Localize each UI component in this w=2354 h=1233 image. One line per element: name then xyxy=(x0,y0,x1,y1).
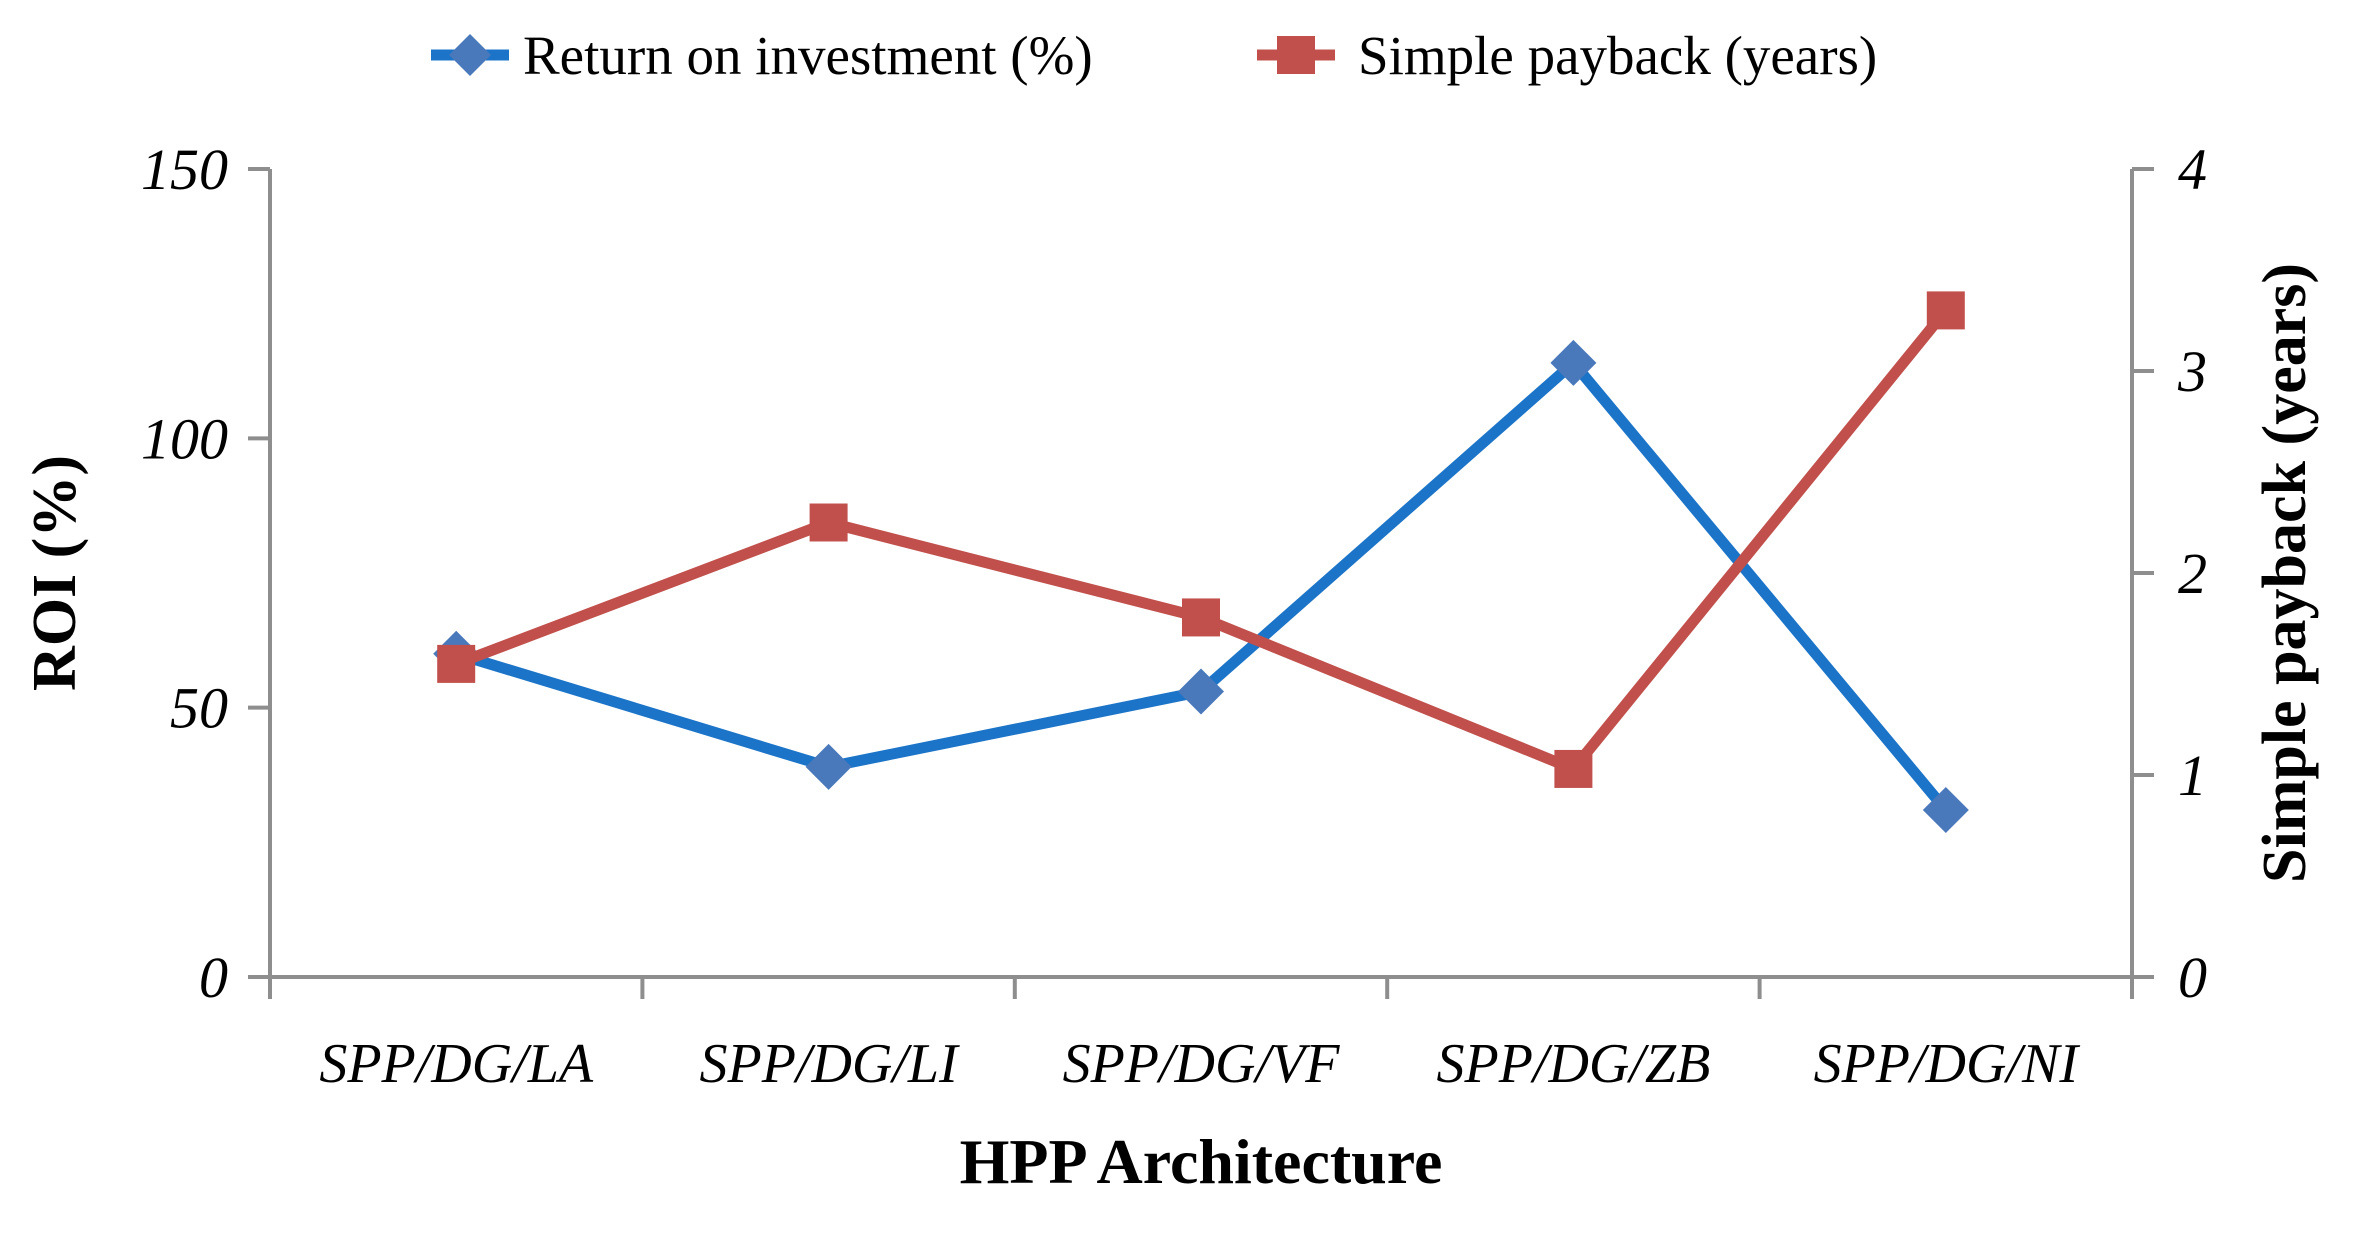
data-point-marker xyxy=(805,743,852,790)
x-axis-title: HPP Architecture xyxy=(960,1126,1443,1197)
right-axis-tick-label: 2 xyxy=(2178,541,2207,606)
x-axis-category-label: SPP/DG/VF xyxy=(1063,1033,1341,1095)
series-payback-line xyxy=(437,291,1965,788)
legend-payback-marker-icon xyxy=(1257,36,1335,74)
legend-roi-marker-icon xyxy=(431,34,509,76)
x-axis-category-label: SPP/DG/LA xyxy=(319,1033,594,1095)
data-point-marker xyxy=(1182,598,1220,637)
x-axis-category-label: SPP/DG/LI xyxy=(699,1033,960,1095)
x-axis-category-label: SPP/DG/NI xyxy=(1814,1033,2081,1095)
left-axis-tick-label: 150 xyxy=(141,137,228,202)
data-point-marker xyxy=(1178,668,1224,715)
data-point-marker xyxy=(1926,291,1965,330)
right-axis-tick-label: 1 xyxy=(2178,743,2207,808)
left-axis-tick-labels: 0 50 100 150 xyxy=(141,137,228,1010)
legend-label-payback: Simple payback (years) xyxy=(1358,25,1877,86)
data-point-marker xyxy=(1922,787,1969,834)
right-axis-tick-label: 4 xyxy=(2178,137,2207,202)
data-point-marker xyxy=(1550,339,1597,386)
right-axis-tick-label: 0 xyxy=(2178,945,2207,1010)
x-axis-category-labels: SPP/DG/LA SPP/DG/LI SPP/DG/VF SPP/DG/ZB SPP/… xyxy=(319,1033,2080,1095)
data-point-marker xyxy=(437,644,476,683)
left-axis-tick-label: 50 xyxy=(170,676,228,741)
x-axis-category-label: SPP/DG/ZB xyxy=(1437,1033,1711,1095)
left-axis-title: ROI (%) xyxy=(21,455,89,691)
data-point-marker xyxy=(809,503,848,542)
axes xyxy=(248,167,2154,999)
series-roi-line xyxy=(433,339,1969,834)
legend: Return on investment (%) Simple payback … xyxy=(431,25,1877,86)
left-axis-tick-label: 100 xyxy=(141,406,228,471)
data-point-marker xyxy=(1554,749,1593,788)
legend-label-roi: Return on investment (%) xyxy=(523,25,1093,86)
right-axis-title: Simple payback (years) xyxy=(2251,263,2319,883)
right-axis-tick-label: 3 xyxy=(2177,339,2207,404)
right-axis-tick-labels: 0 1 2 3 4 xyxy=(2177,137,2207,1010)
left-axis-tick-label: 0 xyxy=(199,945,228,1010)
